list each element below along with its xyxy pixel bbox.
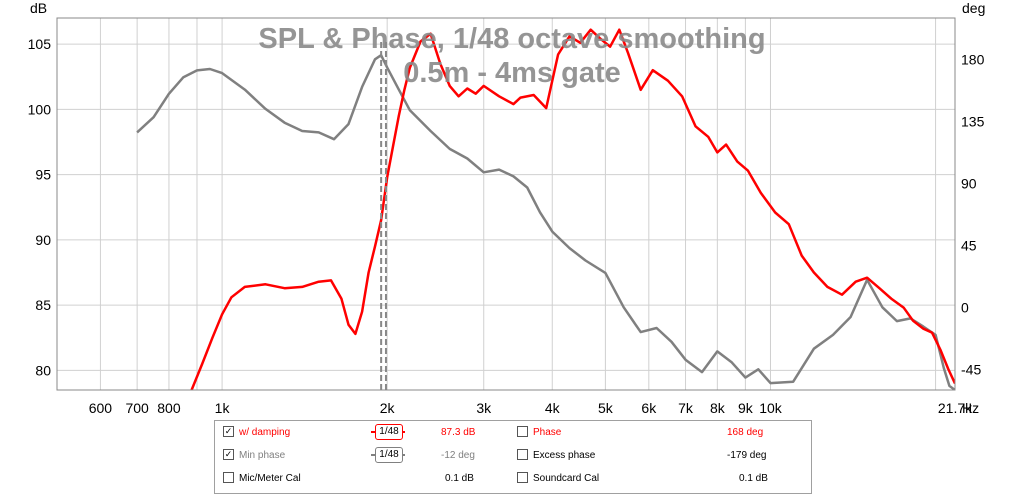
y-left-tick-label: 90 (35, 232, 51, 248)
x-tick-label: 3k (476, 400, 492, 416)
y-right-tick-label: 135 (961, 113, 985, 129)
spl-phase-chart: 80 85 90 95 100 105 -45 0 45 90 135 180 600 700 800 1k 2… (28, 0, 986, 416)
x-tick-label: 1k (215, 400, 231, 416)
mic-cal-value: 0.1 dB (445, 473, 474, 484)
min-phase-smoothing-button[interactable]: 1/48 (375, 447, 403, 463)
legend-row-min-phase: ✓ Min phase 1/48 -12 deg Excess phase -1… (215, 446, 811, 466)
x-tick-label: 9k (738, 400, 754, 416)
phase-checkbox[interactable] (517, 426, 528, 437)
x-tick-label: 700 (125, 400, 149, 416)
legend-panel: ✓ w/ damping 1/48 87.3 dB Phase 168 deg … (214, 420, 812, 494)
series-layer (136, 28, 955, 390)
x-tick-label: 6k (641, 400, 657, 416)
right-axis-label: deg (962, 0, 985, 16)
y-left-tick-label: 105 (28, 36, 52, 52)
excess-phase-checkbox[interactable] (517, 449, 528, 460)
excess-phase-value: -179 deg (727, 450, 767, 461)
y-right-tick-label: -45 (961, 361, 981, 377)
left-axis-label: dB (30, 0, 47, 16)
x-tick-label: 2k (380, 400, 396, 416)
y-right-tick-label: 0 (961, 299, 969, 315)
tick-labels: 80 85 90 95 100 105 -45 0 45 90 135 180 600 700 800 1k 2… (28, 36, 985, 416)
y-left-tick-label: 80 (35, 362, 51, 378)
min-phase-value: -12 deg (441, 450, 475, 461)
chart-subtitle: 0.5m - 4ms gate (403, 57, 621, 89)
y-left-tick-label: 95 (35, 167, 51, 183)
legend-row-damping: ✓ w/ damping 1/48 87.3 dB Phase 168 deg (215, 423, 811, 443)
damping-label: w/ damping (239, 427, 291, 438)
min-phase-series-line (136, 53, 955, 390)
y-left-tick-label: 85 (35, 297, 51, 313)
mic-cal-checkbox[interactable] (223, 472, 234, 483)
legend-row-cal: Mic/Meter Cal 0.1 dB Soundcard Cal 0.1 d… (215, 469, 811, 489)
y-right-tick-label: 180 (961, 51, 985, 67)
x-tick-label: 5k (598, 400, 614, 416)
damping-spl-series-line (190, 28, 955, 390)
x-tick-label: 21.7k (938, 400, 973, 416)
soundcard-cal-checkbox[interactable] (517, 472, 528, 483)
damping-smoothing-button[interactable]: 1/48 (375, 424, 403, 440)
x-tick-label: 600 (89, 400, 113, 416)
x-axis-label: Hz (962, 400, 979, 416)
x-tick-label: 8k (710, 400, 726, 416)
x-tick-label: 800 (157, 400, 181, 416)
soundcard-cal-label: Soundcard Cal (533, 473, 600, 484)
x-tick-label: 10k (759, 400, 783, 416)
damping-value: 87.3 dB (441, 427, 476, 438)
soundcard-cal-value: 0.1 dB (739, 473, 768, 484)
excess-phase-label: Excess phase (533, 450, 596, 461)
plot-frame (56, 17, 956, 391)
mic-cal-label: Mic/Meter Cal (239, 473, 301, 484)
min-phase-label: Min phase (239, 450, 286, 461)
chart-title: SPL & Phase, 1/48 octave smoothing (258, 23, 765, 55)
min-phase-checkbox[interactable]: ✓ (223, 449, 234, 460)
y-right-tick-label: 90 (961, 175, 977, 191)
y-right-tick-label: 45 (961, 237, 977, 253)
y-left-tick-label: 100 (28, 101, 52, 117)
x-tick-label: 7k (678, 400, 694, 416)
phase-label: Phase (533, 427, 562, 438)
marker-layer (380, 42, 387, 390)
phase-value: 168 deg (727, 427, 764, 438)
damping-checkbox[interactable]: ✓ (223, 426, 234, 437)
x-tick-label: 4k (545, 400, 561, 416)
